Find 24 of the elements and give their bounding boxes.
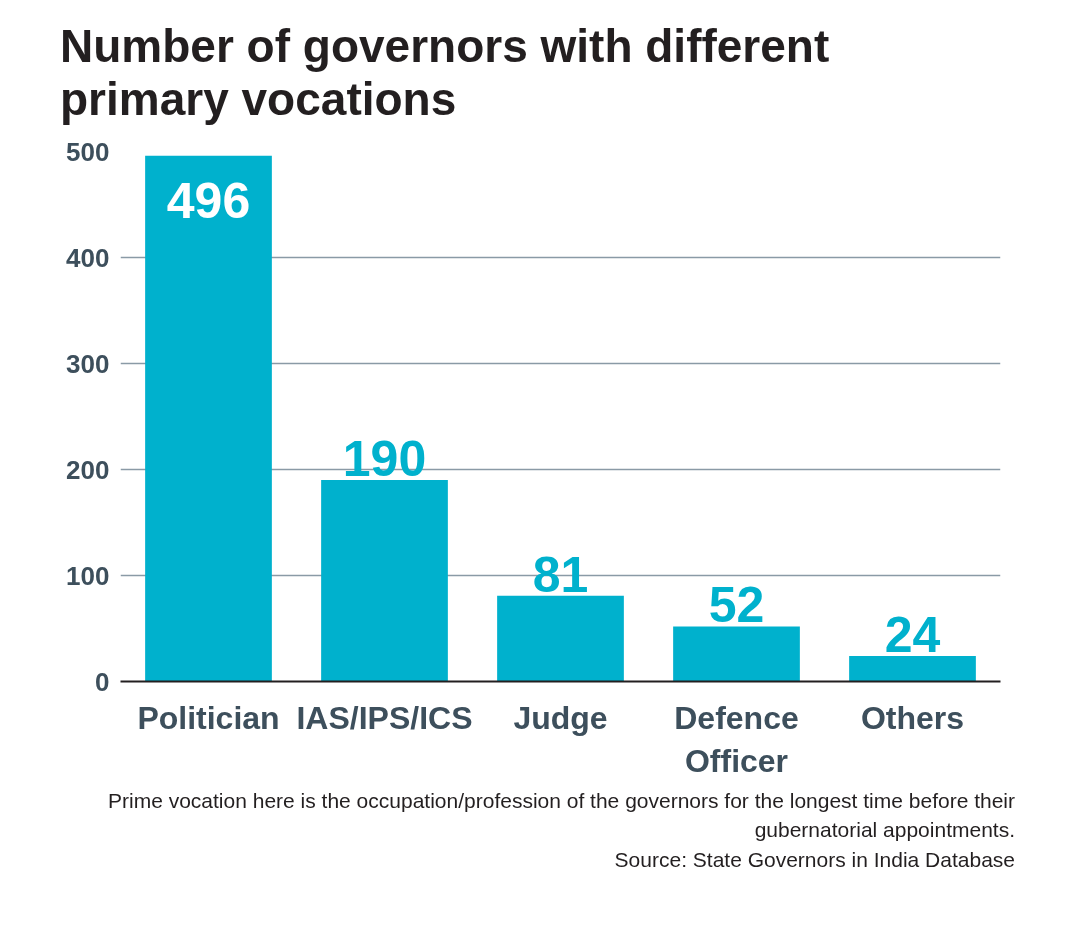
bar <box>497 595 624 682</box>
source-note: Source: State Governors in India Database <box>614 847 1015 871</box>
bar <box>145 155 272 682</box>
text: Prime vocation here is the occupation/profession of the governors for the longest time before their gubernatorial appointments. <box>108 788 1015 842</box>
data-label: 52 <box>708 577 765 634</box>
data-label: 496 <box>166 172 251 229</box>
y-tick-label: 100 <box>66 560 110 591</box>
bar <box>849 655 976 682</box>
x-tick-label: Defence Officer <box>674 699 799 779</box>
bar <box>321 479 448 682</box>
x-tick-label: Others <box>860 699 965 736</box>
data-label: 81 <box>532 546 589 603</box>
data-label: 190 <box>342 430 427 487</box>
x-tick-label: Politician <box>137 699 280 736</box>
x-tick-label: Judge <box>513 699 608 736</box>
x-tick-label: IAS/IPS/ICS <box>296 699 473 736</box>
data-label: 24 <box>884 606 941 663</box>
bar <box>673 626 800 682</box>
y-tick-label: 0 <box>95 666 110 697</box>
y-tick-label: 200 <box>66 454 110 485</box>
y-tick-label: 400 <box>66 242 110 273</box>
y-tick-label: 500 <box>66 136 110 167</box>
y-tick-label: 300 <box>66 348 110 379</box>
chart-title: Number of governors with different primary vocations <box>60 20 831 126</box>
